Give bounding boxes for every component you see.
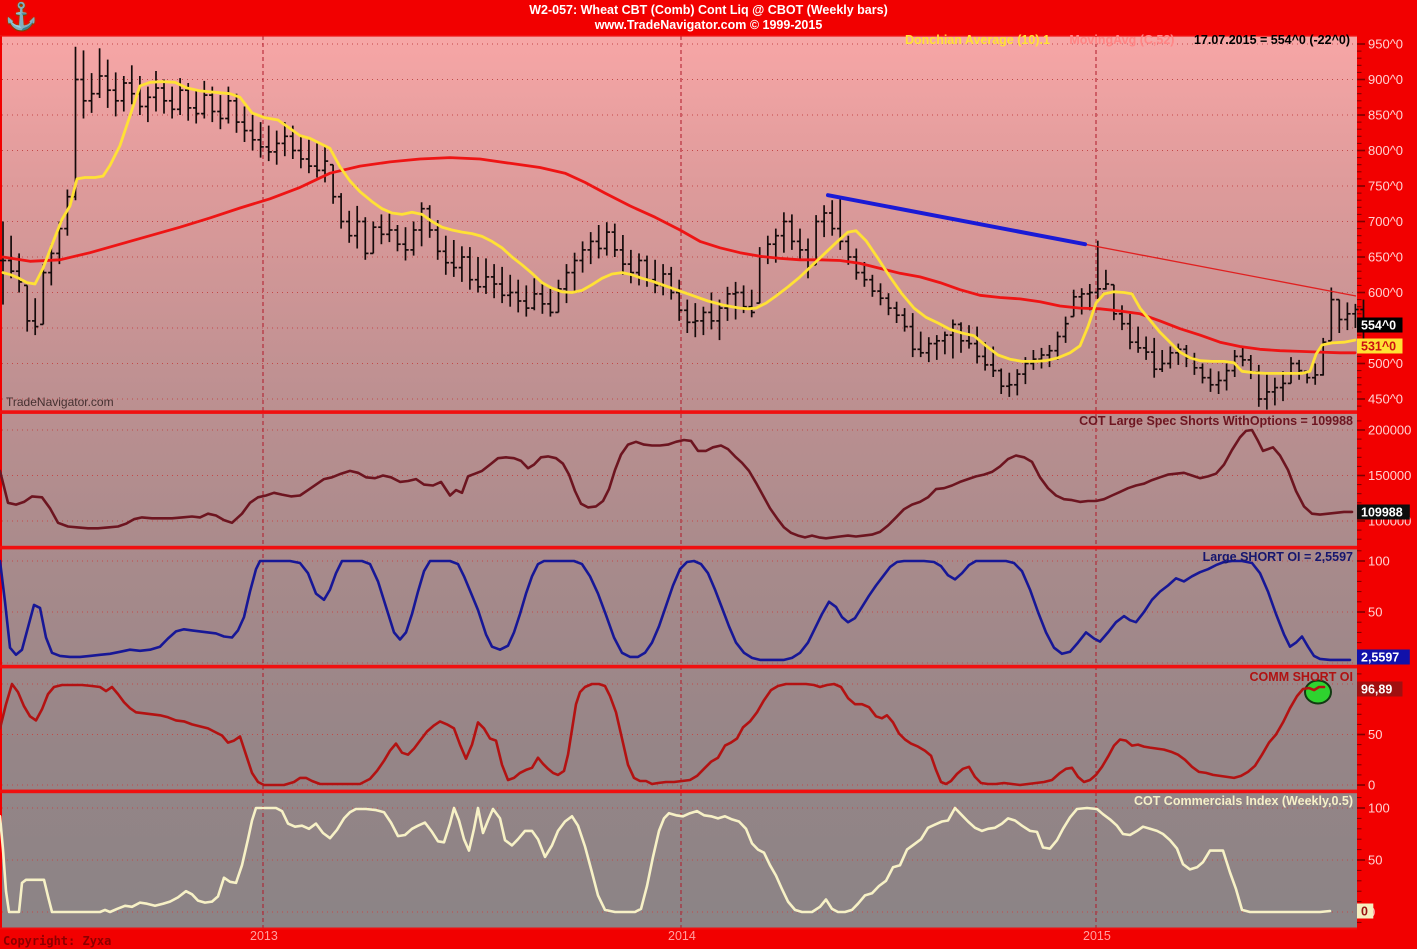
axis-label: 531^0 (1361, 340, 1396, 354)
axis-label: 50 (1368, 727, 1382, 742)
value-badge (1357, 317, 1403, 333)
panel-title-comm-short-oi: COMM SHORT OI (1249, 670, 1353, 684)
x-axis-year-label: 2015 (1083, 929, 1111, 943)
page-title: W2-057: Wheat CBT (Comb) Cont Liq @ CBOT… (529, 3, 888, 17)
value-badge (1357, 649, 1410, 665)
axis-label: 950^0 (1368, 37, 1403, 52)
axis-label: 554^0 (1361, 319, 1396, 333)
legend-moving-average[interactable]: MovingAvg (C,52) (1069, 33, 1175, 47)
indicator-legend: Donchian Average (10).1 MovingAvg (C,52)… (905, 33, 1350, 47)
tradenavigator-watermark: TradeNavigator.com (6, 395, 114, 409)
value-badge (1357, 504, 1410, 520)
axis-label: 850^0 (1368, 108, 1403, 123)
axis-label: 50 (1368, 605, 1382, 620)
axis-label: 100 (1368, 801, 1390, 816)
axis-label: 700^0 (1368, 214, 1403, 229)
x-axis-year-label: 2014 (668, 929, 696, 943)
axis-label: 500^0 (1368, 356, 1403, 371)
legend-donchian-average[interactable]: Donchian Average (10).1 (904, 33, 1050, 47)
axis-label: 150000 (1368, 468, 1411, 483)
axis-label: 800^0 (1368, 143, 1403, 158)
page-subtitle: www.TradeNavigator.com © 1999-2015 (594, 18, 823, 32)
axis-label: 900^0 (1368, 72, 1403, 87)
copyright-text: Copyright: Zyxa (3, 934, 112, 948)
axis-label: 0 (1361, 905, 1368, 919)
axis-label: 650^0 (1368, 250, 1403, 265)
axis-label: 200000 (1368, 423, 1411, 438)
axis-label: 100 (1368, 554, 1390, 569)
axis-label: 50 (1368, 853, 1382, 868)
panel-title-large-short-oi: Large SHORT OI = 2,5597 (1202, 550, 1353, 564)
axis-label: 109988 (1361, 506, 1403, 520)
axis-label: 750^0 (1368, 179, 1403, 194)
x-axis-year-label: 2013 (250, 929, 278, 943)
legend-last-quote: 17.07.2015 = 554^0 (-22^0) (1193, 33, 1350, 47)
axis-label: 96,89 (1361, 683, 1392, 697)
value-badge (1357, 681, 1403, 697)
axis-label: 0 (1368, 778, 1375, 793)
panel-title-cot-commercials-index: COT Commercials Index (Weekly,0.5) (1133, 794, 1353, 808)
panel-title-cot-large-spec-shorts: COT Large Spec Shorts WithOptions = 1099… (1079, 414, 1353, 428)
value-badge (1357, 903, 1374, 919)
chart-background (2, 36, 1357, 928)
axis-label: 450^0 (1368, 392, 1403, 407)
axis-label: 600^0 (1368, 285, 1403, 300)
value-badge (1357, 338, 1403, 354)
gold-sextant-anchor-icon: ⚓ (5, 1, 38, 31)
axis-label: 2,5597 (1361, 651, 1399, 665)
